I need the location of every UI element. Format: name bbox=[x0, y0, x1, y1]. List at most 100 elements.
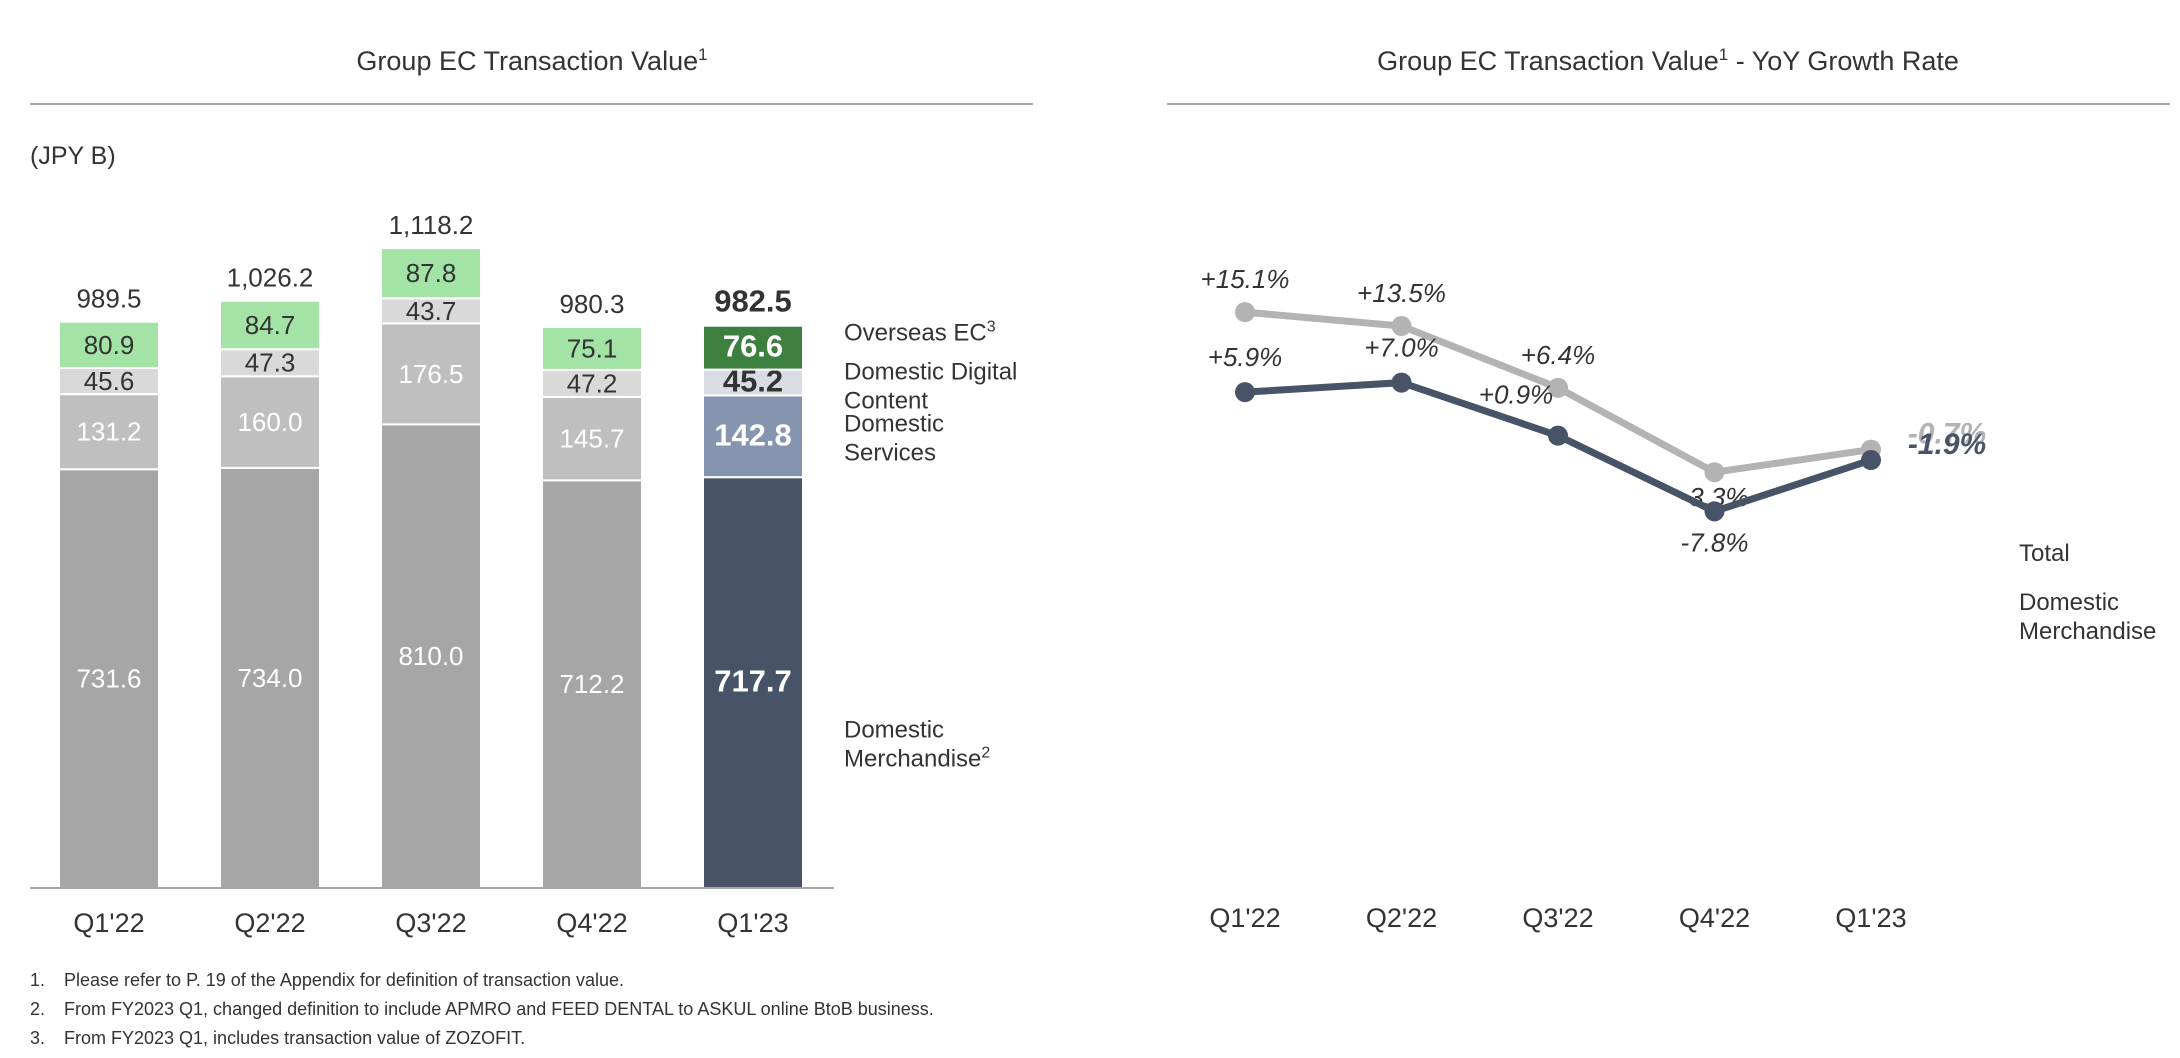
footnote-text: From FY2023 Q1, includes transaction val… bbox=[64, 1028, 526, 1048]
line-legend: Total Domestic Merchandise bbox=[2019, 540, 2156, 645]
legend-entry: Domestic Services bbox=[844, 410, 944, 466]
data-point bbox=[1391, 316, 1412, 337]
bar-value-label: 734.0 bbox=[237, 663, 302, 693]
bar-value-label: 47.3 bbox=[245, 348, 296, 378]
bar-segment bbox=[541, 325, 643, 371]
bar-chart: Group EC Transaction Value1 (JPY B) 731.… bbox=[30, 45, 1033, 938]
line-chart-title: Group EC Transaction Value1 - YoY Growth… bbox=[1377, 45, 1959, 76]
bar-total-label: 982.5 bbox=[714, 284, 792, 319]
data-point bbox=[1391, 372, 1412, 393]
bar-value-label: 76.6 bbox=[723, 329, 783, 364]
bar-value-label: 142.8 bbox=[714, 417, 792, 452]
bar-value-label: 712.2 bbox=[559, 669, 624, 699]
x-tick-label: Q4'22 bbox=[556, 908, 627, 938]
bar-value-label: 160.0 bbox=[237, 407, 302, 437]
x-tick-label: Q3'22 bbox=[395, 908, 466, 938]
x-tick-label: Q2'22 bbox=[1366, 903, 1437, 933]
data-point bbox=[1235, 382, 1255, 403]
footnote-number: 1. bbox=[30, 970, 46, 990]
bar-segment bbox=[380, 423, 482, 889]
footnote-number: 2. bbox=[30, 999, 46, 1019]
legend-entry: Domestic Digital Content bbox=[844, 359, 1017, 415]
bar-value-label: 47.2 bbox=[567, 368, 618, 398]
footnote-text: From FY2023 Q1, changed definition to in… bbox=[64, 999, 934, 1019]
data-label: -7.8% bbox=[1681, 527, 1749, 557]
legend-line: Services bbox=[844, 439, 936, 466]
bar-segment bbox=[702, 394, 804, 479]
bar-segment bbox=[219, 348, 321, 378]
bar-value-label: 75.1 bbox=[567, 333, 618, 363]
bar-value-label: 84.7 bbox=[245, 310, 296, 340]
bar-value-label: 176.5 bbox=[398, 359, 463, 389]
bar-segment bbox=[380, 297, 482, 325]
legend-entry: Domestic Merchandise2 bbox=[844, 717, 990, 773]
legend-line: Merchandise bbox=[844, 746, 981, 773]
bar-value-label: 43.7 bbox=[406, 296, 457, 326]
bar-value-label: 80.9 bbox=[84, 330, 135, 360]
bar-value-label: 731.6 bbox=[76, 664, 141, 694]
legend-line: Total bbox=[2019, 540, 2070, 567]
data-label: +5.9% bbox=[1208, 342, 1282, 372]
legend-entry: Total bbox=[2019, 540, 2070, 567]
x-tick-label: Q2'22 bbox=[234, 908, 305, 938]
data-label: +7.0% bbox=[1364, 333, 1438, 363]
footnotes: 1. Please refer to P. 19 of the Appendix… bbox=[30, 966, 934, 1053]
bar-segment bbox=[380, 322, 482, 426]
bar-total-label: 989.5 bbox=[76, 284, 141, 314]
bar-total-label: 980.3 bbox=[559, 289, 624, 319]
footnote: 1. Please refer to P. 19 of the Appendix… bbox=[30, 966, 934, 995]
legend-line: Merchandise bbox=[2019, 618, 2156, 645]
legend-line: Domestic Digital bbox=[844, 359, 1017, 386]
x-tick-label: Q3'22 bbox=[1522, 903, 1593, 933]
x-tick-label: Q1'23 bbox=[717, 908, 788, 938]
data-label: -1.9% bbox=[1908, 428, 1986, 461]
legend-superscript: 2 bbox=[981, 745, 990, 762]
bar-chart-title: Group EC Transaction Value1 bbox=[356, 45, 707, 76]
bar-segment bbox=[541, 395, 643, 482]
data-point bbox=[1235, 302, 1255, 323]
x-tick-label: Q1'23 bbox=[1835, 903, 1906, 933]
line-chart: Group EC Transaction Value1 - YoY Growth… bbox=[1167, 45, 2170, 933]
bar-segment bbox=[58, 320, 160, 370]
x-tick-label: Q1'22 bbox=[1209, 903, 1280, 933]
bar-segment bbox=[58, 393, 160, 471]
bar-plot-area: 731.6 131.2 45.6 80.9 989.5 Q1'22 734.0 160.0 47… bbox=[58, 210, 804, 938]
data-point bbox=[1704, 462, 1725, 483]
data-label: +6.4% bbox=[1521, 340, 1595, 370]
bar-segment bbox=[702, 324, 804, 371]
data-point bbox=[1548, 377, 1568, 398]
bar-value-label: 45.6 bbox=[84, 366, 135, 396]
unit-label: (JPY B) bbox=[30, 142, 116, 170]
bar-segment bbox=[702, 368, 804, 397]
legend-line: Domestic bbox=[844, 410, 944, 437]
bar-segment bbox=[541, 479, 643, 889]
bar-segment bbox=[380, 247, 482, 300]
bar-value-label: 145.7 bbox=[559, 424, 624, 454]
bar-value-label: 717.7 bbox=[714, 664, 792, 699]
data-label: +13.5% bbox=[1357, 278, 1446, 308]
legend-line: Domestic bbox=[844, 717, 944, 744]
data-point bbox=[1548, 425, 1568, 446]
bar-segment bbox=[219, 466, 321, 889]
x-tick-label: Q4'22 bbox=[1679, 903, 1750, 933]
bar-value-label: 810.0 bbox=[398, 641, 463, 671]
data-point bbox=[1704, 501, 1725, 522]
legend-line: Overseas EC bbox=[844, 320, 987, 347]
bar-value-label: 87.8 bbox=[406, 258, 457, 288]
bar-segment bbox=[219, 299, 321, 351]
data-label: +0.9% bbox=[1479, 380, 1553, 410]
data-label: -0.7% bbox=[1908, 418, 1986, 451]
bar-total-label: 1,026.2 bbox=[227, 263, 314, 293]
footnote-number: 3. bbox=[30, 1028, 46, 1048]
bar-value-label: 131.2 bbox=[76, 417, 141, 447]
legend-entry: Domestic Merchandise bbox=[2019, 589, 2156, 645]
legend-line: Domestic bbox=[2019, 589, 2119, 616]
legend-line: Content bbox=[844, 388, 928, 415]
legend-superscript: 3 bbox=[987, 319, 996, 336]
line-plot-area: +15.1% +13.5%+6.4%-3.3%-0.7%+5.9% +7.0%+0.… bbox=[1201, 264, 1987, 933]
data-point bbox=[1861, 450, 1881, 471]
data-label: +15.1% bbox=[1201, 264, 1290, 294]
series-line bbox=[1241, 379, 1875, 515]
